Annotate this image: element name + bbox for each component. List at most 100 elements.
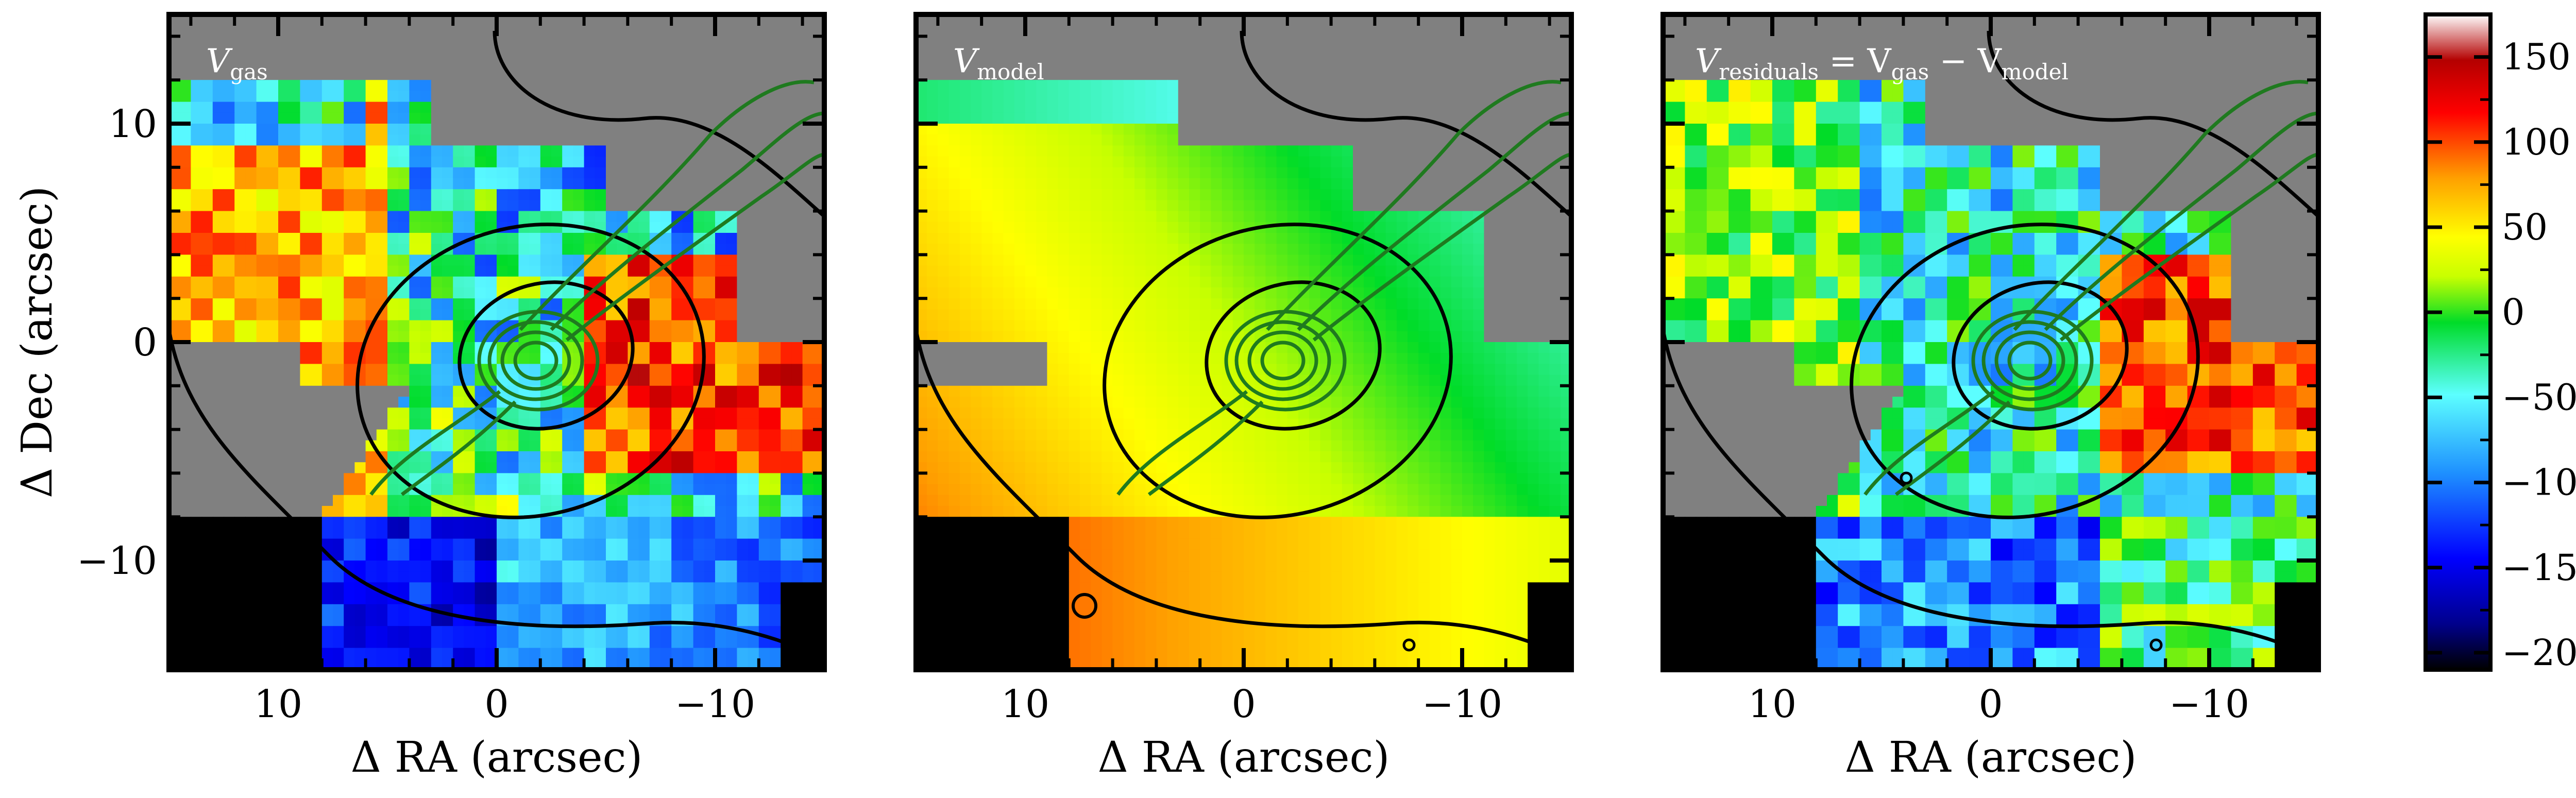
map-pixel bbox=[959, 222, 971, 233]
map-pixel bbox=[234, 156, 246, 168]
map-pixel bbox=[398, 561, 410, 572]
map-pixel bbox=[289, 36, 300, 48]
map-pixel bbox=[748, 331, 759, 343]
map-pixel bbox=[300, 582, 312, 594]
map-pixel bbox=[1003, 167, 1015, 179]
map-pixel bbox=[300, 14, 312, 26]
map-pixel bbox=[212, 528, 224, 539]
map-pixel bbox=[671, 561, 683, 572]
map-pixel bbox=[497, 637, 508, 649]
map-pixel bbox=[671, 69, 683, 80]
map-pixel bbox=[1320, 167, 1332, 179]
map-pixel bbox=[1287, 80, 1299, 91]
map-pixel bbox=[992, 58, 1004, 70]
map-pixel bbox=[1429, 189, 1441, 200]
map-pixel bbox=[660, 244, 672, 255]
map-pixel bbox=[365, 298, 377, 310]
map-pixel bbox=[289, 375, 300, 386]
map-pixel bbox=[971, 91, 982, 103]
map-pixel bbox=[758, 309, 770, 321]
map-pixel bbox=[387, 538, 399, 550]
map-pixel bbox=[791, 626, 803, 637]
map-pixel bbox=[234, 47, 246, 59]
map-pixel bbox=[442, 397, 453, 408]
map-pixel bbox=[1408, 244, 1419, 255]
map-pixel bbox=[344, 648, 355, 659]
map-pixel bbox=[671, 80, 683, 91]
map-pixel bbox=[497, 604, 508, 616]
map-pixel bbox=[1112, 233, 1124, 244]
map-pixel bbox=[1505, 124, 1517, 135]
map-pixel bbox=[1036, 156, 1047, 168]
map-pixel bbox=[212, 517, 224, 528]
map-pixel bbox=[1036, 178, 1047, 190]
map-pixel bbox=[1200, 222, 1211, 233]
map-pixel bbox=[1298, 91, 1310, 103]
map-pixel bbox=[267, 14, 279, 26]
map-pixel bbox=[737, 244, 749, 255]
map-pixel bbox=[234, 265, 246, 277]
map-pixel bbox=[573, 254, 585, 266]
map-pixel bbox=[409, 233, 421, 244]
map-pixel bbox=[245, 331, 257, 343]
map-pixel bbox=[311, 364, 323, 376]
map-pixel bbox=[595, 200, 606, 212]
map-pixel bbox=[813, 506, 824, 517]
map-pixel bbox=[234, 189, 246, 200]
map-pixel bbox=[628, 14, 639, 26]
map-pixel bbox=[1047, 58, 1059, 70]
map-pixel bbox=[300, 167, 312, 179]
map-pixel bbox=[453, 222, 464, 233]
map-pixel bbox=[387, 200, 399, 212]
map-pixel bbox=[770, 47, 781, 59]
map-pixel bbox=[344, 658, 355, 670]
map-pixel bbox=[1211, 80, 1223, 91]
map-pixel bbox=[180, 571, 191, 583]
map-pixel bbox=[693, 25, 705, 37]
map-pixel bbox=[737, 47, 749, 59]
map-pixel bbox=[420, 167, 432, 179]
map-pixel bbox=[638, 80, 650, 91]
map-pixel bbox=[1495, 101, 1506, 113]
map-pixel bbox=[595, 101, 606, 113]
map-pixel bbox=[420, 200, 432, 212]
map-pixel bbox=[916, 145, 927, 157]
map-pixel bbox=[497, 561, 508, 572]
map-pixel bbox=[748, 36, 759, 48]
map-pixel bbox=[715, 364, 726, 376]
map-pixel bbox=[169, 189, 180, 200]
map-pixel bbox=[464, 222, 476, 233]
map-pixel bbox=[693, 80, 705, 91]
map-pixel bbox=[927, 211, 938, 223]
map-pixel bbox=[1244, 69, 1255, 80]
map-pixel bbox=[453, 484, 464, 496]
map-pixel bbox=[1200, 36, 1211, 48]
map-pixel bbox=[770, 58, 781, 70]
map-pixel bbox=[464, 648, 476, 659]
map-pixel bbox=[802, 265, 814, 277]
map-pixel bbox=[551, 582, 563, 594]
map-pixel bbox=[1385, 58, 1397, 70]
map-pixel bbox=[420, 364, 432, 376]
map-pixel bbox=[289, 25, 300, 37]
map-pixel bbox=[704, 309, 716, 321]
map-pixel bbox=[1517, 14, 1528, 26]
map-pixel bbox=[497, 440, 508, 452]
map-pixel bbox=[180, 244, 191, 255]
map-pixel bbox=[376, 408, 388, 419]
map-pixel bbox=[201, 440, 213, 452]
map-pixel bbox=[485, 167, 497, 179]
map-pixel bbox=[1375, 145, 1386, 157]
map-pixel bbox=[682, 47, 694, 59]
map-pixel bbox=[497, 626, 508, 637]
map-pixel bbox=[333, 91, 344, 103]
map-pixel bbox=[191, 561, 202, 572]
map-pixel bbox=[409, 47, 421, 59]
map-pixel bbox=[224, 637, 235, 649]
map-pixel bbox=[671, 124, 683, 135]
map-pixel bbox=[715, 36, 726, 48]
map-pixel bbox=[1342, 211, 1353, 223]
map-pixel bbox=[529, 244, 541, 255]
map-pixel bbox=[927, 167, 938, 179]
map-pixel bbox=[1047, 91, 1059, 103]
